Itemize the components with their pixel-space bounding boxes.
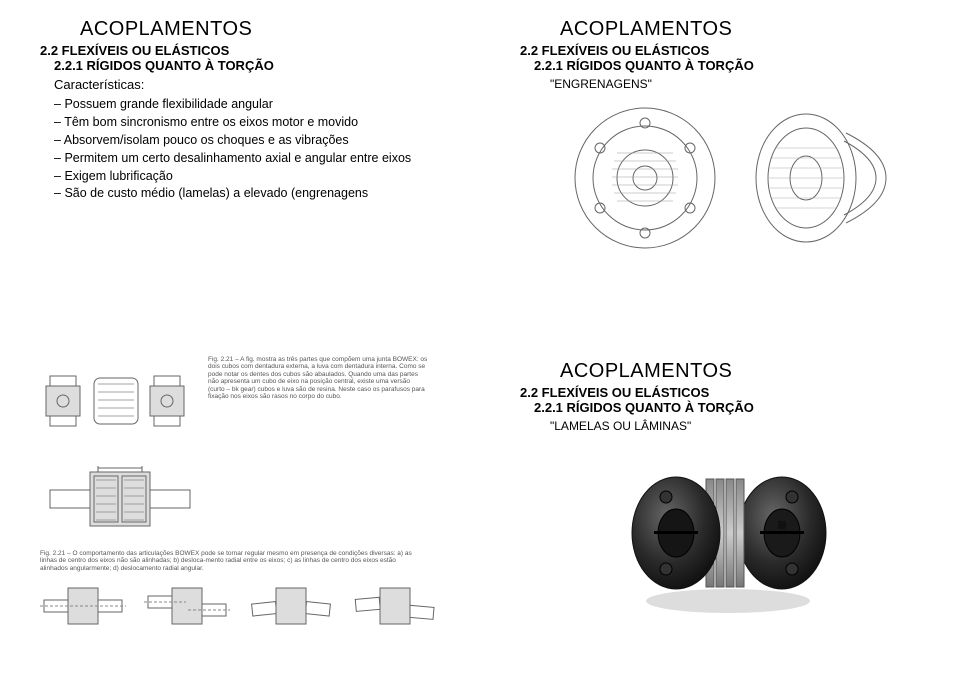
q3-caption-1: Fig. 2.21 – A fig. mostra as três partes…: [208, 356, 428, 401]
q3-row-1: Fig. 2.21 – A fig. mostra as três partes…: [40, 356, 454, 446]
gear-coupling-image-1: [570, 103, 720, 253]
q1-bullet: Absorvem/isolam pouco os choques e as vi…: [54, 132, 454, 149]
q1-subsub: 2.2.1 RÍGIDOS QUANTO À TORÇÃO: [54, 58, 454, 73]
gear-coupling-image-2: [746, 103, 906, 253]
q3-caption-2: Fig. 2.21 – O comportamento das articula…: [40, 550, 420, 572]
q1-bullet-list: Possuem grande flexibilidade angular Têm…: [54, 96, 454, 202]
quadrant-top-right: ACOPLAMENTOS 2.2 FLEXÍVEIS OU ELÁSTICOS …: [480, 0, 960, 342]
q2-subsub: 2.2.1 RÍGIDOS QUANTO À TORÇÃO: [534, 58, 934, 73]
misalign-case-d: [352, 578, 438, 634]
q2-subtitle: 2.2 FLEXÍVEIS OU ELÁSTICOS: [520, 43, 934, 58]
q1-characteristics-label: Características:: [54, 77, 454, 92]
q2-title: ACOPLAMENTOS: [560, 18, 934, 41]
misalign-case-b: [144, 578, 230, 634]
q1-bullet: Têm bom sincronismo entre os eixos motor…: [54, 114, 454, 131]
misalign-case-a: [40, 578, 126, 634]
q1-title: ACOPLAMENTOS: [80, 18, 454, 41]
q2-image-row: [570, 103, 934, 253]
bowex-exploded-image: [40, 356, 190, 446]
q4-subsub: 2.2.1 RÍGIDOS QUANTO À TORÇÃO: [534, 400, 934, 415]
quadrant-top-left: ACOPLAMENTOS 2.2 FLEXÍVEIS OU ELÁSTICOS …: [0, 0, 480, 342]
page-root: ACOPLAMENTOS 2.2 FLEXÍVEIS OU ELÁSTICOS …: [0, 0, 960, 684]
q4-title: ACOPLAMENTOS: [560, 360, 934, 383]
disc-coupling-image: [610, 451, 934, 621]
q4-subtitle: 2.2 FLEXÍVEIS OU ELÁSTICOS: [520, 385, 934, 400]
misalign-case-c: [248, 578, 334, 634]
bowex-section-image: [40, 454, 454, 544]
q2-tag: "ENGRENAGENS": [550, 77, 934, 91]
q3-row-2: [40, 578, 454, 634]
q1-bullet: Permitem um certo desalinhamento axial e…: [54, 150, 454, 167]
quadrant-bottom-left: Fig. 2.21 – A fig. mostra as três partes…: [0, 342, 480, 684]
q4-tag: "LAMELAS OU LÂMINAS": [550, 419, 934, 433]
q1-bullet: Possuem grande flexibilidade angular: [54, 96, 454, 113]
q1-subtitle: 2.2 FLEXÍVEIS OU ELÁSTICOS: [40, 43, 454, 58]
q1-bullet: São de custo médio (lamelas) a elevado (…: [54, 185, 454, 202]
quadrant-bottom-right: ACOPLAMENTOS 2.2 FLEXÍVEIS OU ELÁSTICOS …: [480, 342, 960, 684]
q1-bullet: Exigem lubrificação: [54, 168, 454, 185]
